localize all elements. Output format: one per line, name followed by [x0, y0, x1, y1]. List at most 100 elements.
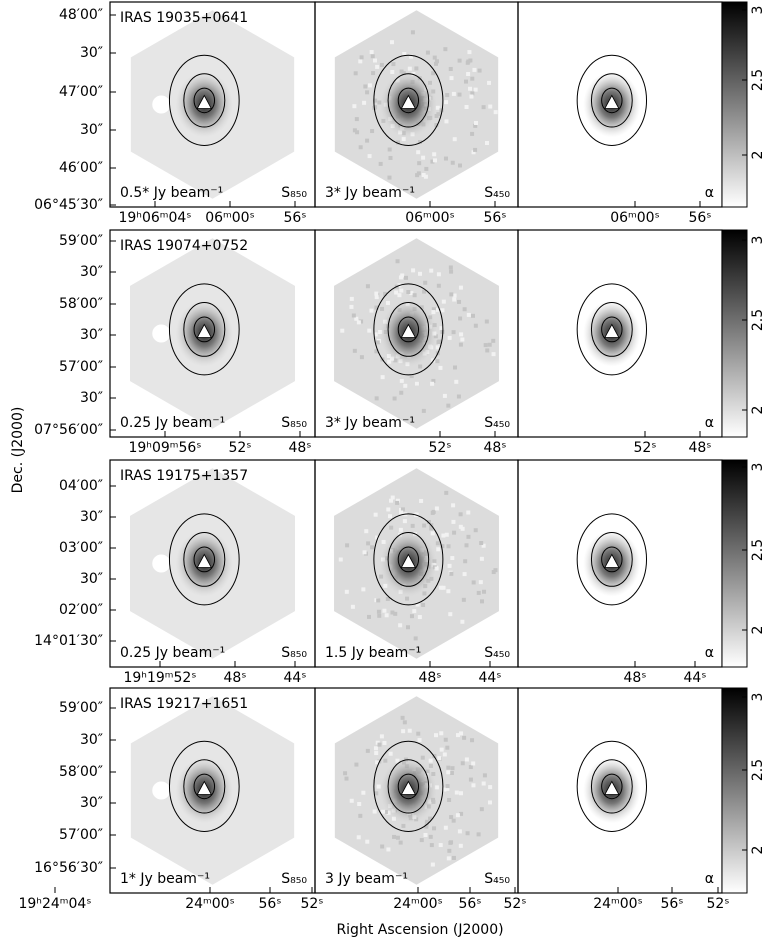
noise-pixel: [373, 332, 378, 337]
noise-pixel: [354, 117, 359, 122]
noise-pixel: [441, 533, 446, 538]
x-tick-label: 48ˢ: [623, 670, 646, 686]
noise-pixel: [443, 737, 448, 742]
contour: [373, 283, 444, 376]
noise-pixel: [462, 572, 467, 577]
noise-pixel: [374, 791, 379, 796]
image-panel: [576, 740, 648, 833]
noise-pixel: [377, 613, 382, 618]
noise-pixel: [375, 64, 380, 69]
noise-pixel: [352, 104, 357, 109]
noise-pixel: [441, 585, 446, 590]
x-tick-label: 56ˢ: [458, 896, 481, 912]
noise-pixel: [477, 68, 482, 73]
noise-pixel: [451, 330, 456, 335]
noise-pixel: [423, 280, 428, 285]
noise-pixel: [421, 155, 426, 160]
x-tick-label: 56ˢ: [660, 896, 683, 912]
noise-pixel: [365, 839, 370, 844]
panel-label: S₈₅₀: [281, 645, 307, 661]
noise-pixel: [422, 591, 427, 596]
source-marker: [400, 553, 417, 568]
contour: [601, 316, 623, 343]
x-tick-label: 06ᵐ00ˢ: [405, 210, 455, 226]
noise-pixel: [431, 509, 436, 514]
y-tick-label: 58′00″: [59, 296, 103, 312]
noise-pixel: [424, 821, 429, 826]
noise-pixel: [447, 848, 452, 853]
noise-pixel: [381, 539, 386, 544]
noise-pixel: [382, 608, 387, 613]
noise-pixel: [458, 342, 463, 347]
source-marker: [604, 553, 620, 568]
y-tick-label: 30″: [80, 732, 103, 748]
noise-pixel: [398, 527, 403, 532]
noise-pixel: [386, 847, 391, 852]
flux-label: 0.25 Jy beam⁻¹: [120, 645, 225, 661]
noise-pixel: [461, 597, 466, 602]
noise-pixel: [382, 740, 387, 745]
noise-pixel: [459, 791, 464, 796]
noise-pixel: [399, 288, 404, 293]
noise-pixel: [380, 375, 385, 380]
x-tick-label: 06ᵐ00ˢ: [610, 210, 660, 226]
source-marker: [604, 94, 620, 109]
noise-pixel: [482, 589, 487, 594]
noise-pixel: [457, 163, 462, 168]
noise-pixel: [412, 293, 417, 298]
noise-pixel: [473, 528, 478, 533]
noise-pixel: [419, 498, 424, 503]
noise-pixel: [482, 773, 487, 778]
noise-pixel: [351, 313, 356, 318]
source-marker: [196, 780, 212, 795]
image-panel: [334, 10, 499, 199]
y-tick-label: 59′00″: [59, 700, 103, 716]
noise-pixel: [401, 729, 406, 734]
panel-label: S₄₅₀: [484, 645, 510, 661]
noise-pixel: [458, 316, 463, 321]
noise-pixel: [390, 70, 395, 75]
noise-pixel: [431, 307, 436, 312]
noise-pixel: [435, 307, 440, 312]
noise-pixel: [447, 335, 452, 340]
noise-pixel: [446, 544, 451, 549]
noise-pixel: [470, 76, 475, 81]
panel-label: S₈₅₀: [281, 185, 307, 201]
noise-pixel: [395, 140, 400, 145]
noise-pixel: [417, 738, 422, 743]
noise-pixel: [388, 155, 393, 160]
contour: [601, 87, 623, 114]
contour: [193, 316, 216, 343]
noise-pixel: [438, 843, 443, 848]
noise-pixel: [409, 54, 414, 59]
noise-pixel: [484, 140, 489, 145]
contour: [373, 513, 444, 606]
noise-pixel: [470, 738, 475, 743]
noise-pixel: [415, 173, 420, 178]
noise-pixel: [439, 747, 444, 752]
noise-pixel: [428, 763, 433, 768]
noise-pixel: [421, 602, 426, 607]
noise-pixel: [423, 833, 428, 838]
y-tick-label: 03′00″: [59, 540, 103, 556]
noise-pixel: [479, 807, 484, 812]
noise-pixel: [411, 268, 416, 273]
noise-pixel: [403, 383, 408, 388]
noise-pixel: [454, 379, 459, 384]
noise-pixel: [451, 503, 456, 508]
noise-pixel: [365, 284, 370, 289]
colorbar-tick-label: 2: [750, 406, 766, 415]
noise-pixel: [424, 824, 429, 829]
noise-pixel: [454, 790, 459, 795]
noise-pixel: [434, 113, 439, 118]
noise-pixel: [466, 72, 471, 77]
noise-pixel: [445, 745, 450, 750]
noise-pixel: [370, 129, 375, 134]
x-tick-label: 48ˢ: [688, 440, 711, 456]
noise-pixel: [449, 269, 454, 274]
x-tick-label: 48ˢ: [418, 670, 441, 686]
noise-pixel: [463, 559, 468, 564]
masked-pixel: [152, 554, 171, 573]
noise-pixel: [457, 58, 462, 63]
